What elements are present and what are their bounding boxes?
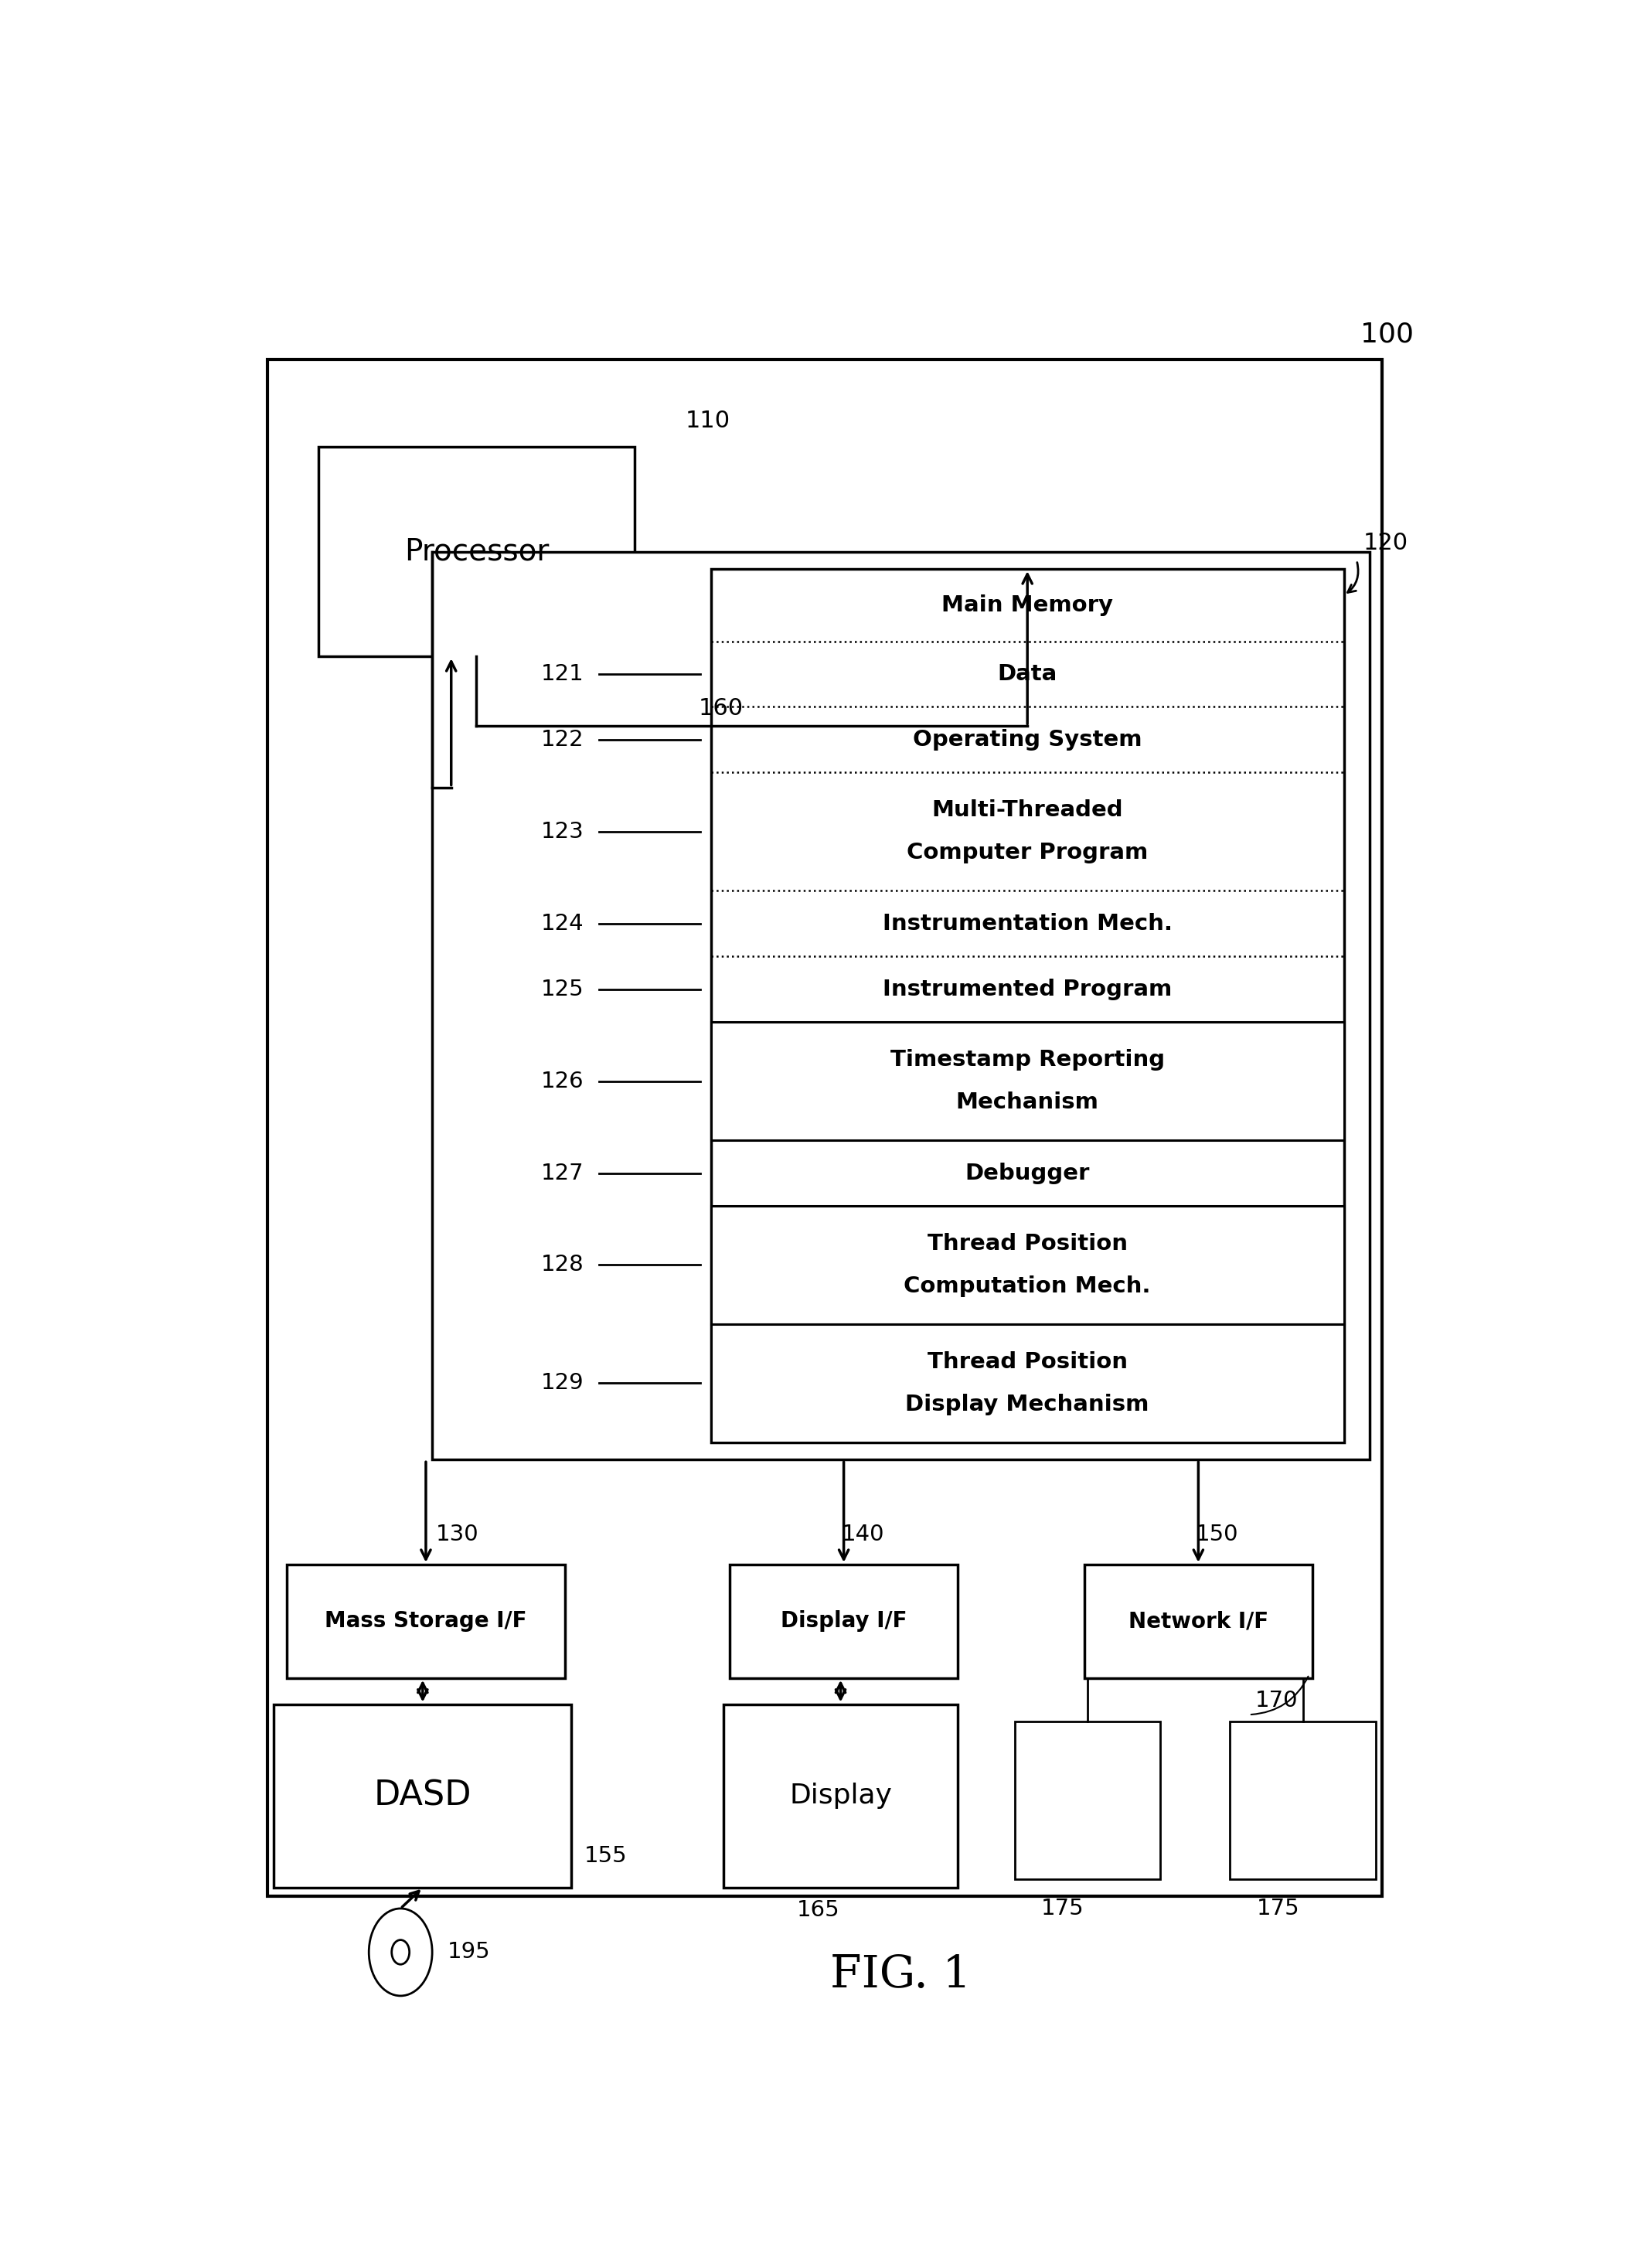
Text: 130: 130 bbox=[436, 1524, 479, 1545]
Text: 165: 165 bbox=[797, 1898, 840, 1921]
Text: Computation Mech.: Computation Mech. bbox=[904, 1275, 1150, 1297]
Bar bbox=[1015, 1721, 1160, 1878]
Text: Mechanism: Mechanism bbox=[956, 1091, 1098, 1114]
Text: 120: 120 bbox=[1363, 531, 1409, 553]
Text: Operating System: Operating System bbox=[913, 728, 1142, 751]
Text: Display: Display bbox=[789, 1783, 892, 1810]
Bar bbox=[711, 1023, 1345, 1141]
Text: Data: Data bbox=[997, 662, 1057, 685]
Text: 160: 160 bbox=[698, 699, 743, 719]
Bar bbox=[275, 1703, 572, 1887]
Bar bbox=[286, 1565, 565, 1678]
Text: 175: 175 bbox=[1257, 1898, 1299, 1919]
Text: Network I/F: Network I/F bbox=[1129, 1610, 1268, 1633]
Text: 128: 128 bbox=[541, 1254, 585, 1277]
Bar bbox=[1230, 1721, 1376, 1878]
Text: 124: 124 bbox=[541, 912, 585, 934]
Text: Instrumentation Mech.: Instrumentation Mech. bbox=[882, 912, 1172, 934]
Text: Display Mechanism: Display Mechanism bbox=[905, 1393, 1149, 1415]
Bar bbox=[711, 1325, 1345, 1442]
Text: 122: 122 bbox=[541, 728, 585, 751]
Text: 100: 100 bbox=[1359, 322, 1413, 347]
Bar bbox=[268, 358, 1382, 1896]
Text: 155: 155 bbox=[585, 1846, 627, 1867]
Text: 129: 129 bbox=[541, 1372, 585, 1395]
Bar bbox=[431, 551, 1369, 1461]
Text: Debugger: Debugger bbox=[966, 1161, 1090, 1184]
Text: Main Memory: Main Memory bbox=[941, 594, 1113, 617]
Bar bbox=[711, 569, 1345, 1442]
Text: 123: 123 bbox=[541, 821, 585, 841]
Text: Processor: Processor bbox=[404, 538, 549, 567]
Bar bbox=[711, 1207, 1345, 1325]
Text: Display I/F: Display I/F bbox=[781, 1610, 907, 1633]
Text: FIG. 1: FIG. 1 bbox=[830, 1953, 971, 1996]
Text: 170: 170 bbox=[1255, 1690, 1299, 1712]
Text: Mass Storage I/F: Mass Storage I/F bbox=[325, 1610, 526, 1633]
Text: Timestamp Reporting: Timestamp Reporting bbox=[891, 1050, 1165, 1070]
Text: DASD: DASD bbox=[374, 1778, 472, 1812]
Bar bbox=[1085, 1565, 1312, 1678]
Text: Instrumented Program: Instrumented Program bbox=[882, 978, 1172, 1000]
Bar bbox=[730, 1565, 958, 1678]
Bar bbox=[319, 447, 634, 655]
Text: 121: 121 bbox=[541, 662, 585, 685]
Text: Thread Position: Thread Position bbox=[926, 1352, 1127, 1372]
Bar bbox=[724, 1703, 958, 1887]
Text: Thread Position: Thread Position bbox=[926, 1234, 1127, 1254]
Text: 140: 140 bbox=[842, 1524, 884, 1545]
Text: Multi-Threaded: Multi-Threaded bbox=[931, 801, 1123, 821]
Text: 175: 175 bbox=[1041, 1898, 1085, 1919]
Text: 125: 125 bbox=[541, 978, 585, 1000]
Text: 127: 127 bbox=[541, 1161, 585, 1184]
Text: 126: 126 bbox=[541, 1070, 585, 1091]
Text: Computer Program: Computer Program bbox=[907, 841, 1149, 864]
Text: 110: 110 bbox=[686, 411, 730, 431]
Text: 195: 195 bbox=[448, 1941, 490, 1964]
Text: 150: 150 bbox=[1196, 1524, 1239, 1545]
